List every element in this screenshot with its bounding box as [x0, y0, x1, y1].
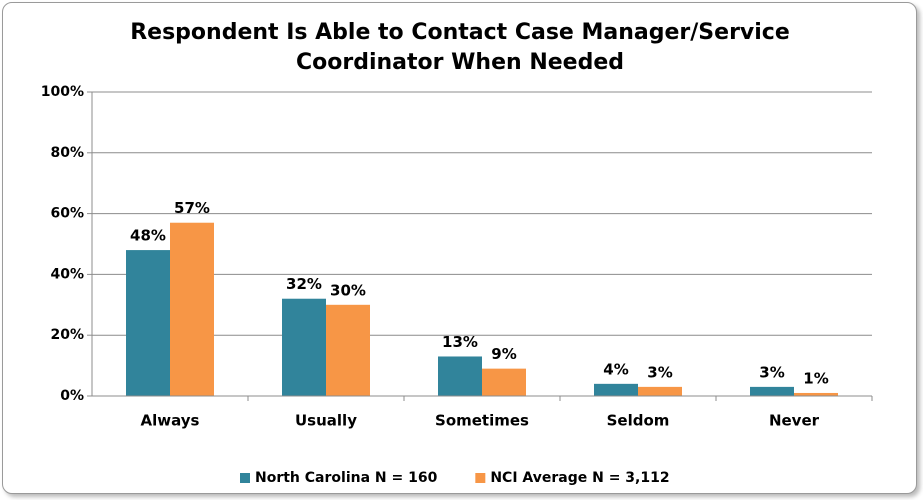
- bar: [482, 368, 526, 396]
- data-label: 13%: [442, 333, 478, 351]
- data-label: 9%: [491, 345, 516, 363]
- legend-swatch: [475, 473, 486, 483]
- x-tick-label: Seldom: [607, 412, 670, 430]
- data-label: 30%: [330, 281, 366, 299]
- x-tick-label: Never: [769, 412, 820, 430]
- data-label: 48%: [130, 227, 166, 245]
- y-tick-label: 60%: [50, 206, 84, 222]
- bar: [594, 383, 638, 396]
- legend-label: NCI Average N = 3,112: [490, 470, 669, 486]
- y-tick-label: 100%: [41, 84, 84, 100]
- legend-swatch: [240, 473, 250, 483]
- data-label: 57%: [174, 199, 210, 217]
- data-label: 3%: [759, 363, 784, 381]
- data-label: 3%: [647, 363, 672, 381]
- x-tick-label: Sometimes: [435, 412, 529, 430]
- legend-label: North Carolina N = 160: [255, 470, 438, 486]
- bar: [170, 222, 214, 396]
- bar: [326, 304, 370, 396]
- bar: [794, 392, 838, 396]
- y-tick-label: 40%: [50, 266, 84, 282]
- y-tick-label: 20%: [50, 327, 84, 343]
- data-label: 4%: [603, 360, 628, 378]
- bar: [126, 250, 170, 396]
- y-tick-label: 80%: [50, 145, 84, 161]
- x-tick-label: Usually: [295, 412, 357, 430]
- bar: [750, 386, 794, 396]
- bar: [282, 298, 326, 396]
- bar: [438, 356, 482, 396]
- data-label: 32%: [286, 275, 322, 293]
- y-tick-label: 0%: [60, 388, 84, 404]
- chart-title: Respondent Is Able to Contact Case Manag…: [130, 20, 790, 75]
- chart-frame: [2, 2, 917, 494]
- bar: [638, 386, 682, 396]
- data-label: 1%: [803, 369, 828, 387]
- x-tick-label: Always: [141, 412, 200, 430]
